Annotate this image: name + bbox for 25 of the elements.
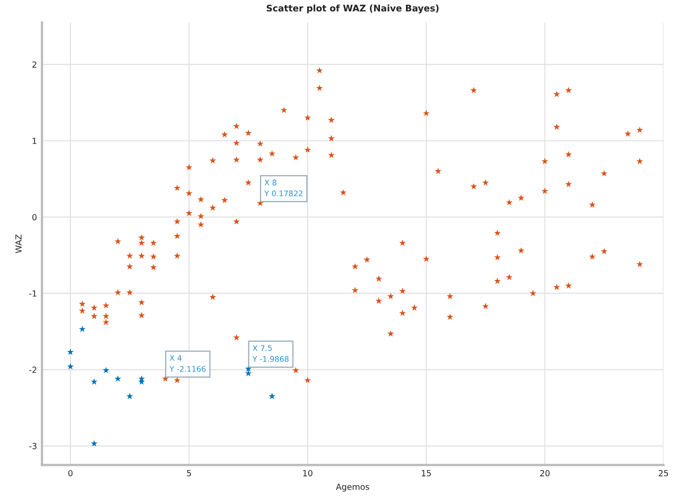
x-tick-label: 25 <box>658 470 668 476</box>
x-tick-label: 15 <box>422 470 431 476</box>
y-tick-label: 1 <box>32 138 36 144</box>
point <box>126 392 134 400</box>
point <box>244 370 252 376</box>
point <box>102 366 110 374</box>
point <box>78 326 86 332</box>
x-tick-label: 10 <box>303 470 312 476</box>
point <box>90 378 98 385</box>
x-tick-label: 5 <box>187 470 191 476</box>
x-tick-label: 0 <box>68 470 73 476</box>
y-tick-label: 2 <box>32 61 36 68</box>
point <box>67 348 74 355</box>
x-tick-label: 20 <box>540 470 550 476</box>
point <box>268 392 276 400</box>
chart-title: Scatter plot of WAZ (Naive Bayes) <box>266 4 439 14</box>
y-axis-title: WAZ <box>15 234 22 254</box>
x-axis-title: Agemos <box>336 484 370 492</box>
point <box>114 375 122 382</box>
y-tick-label: -1 <box>29 290 36 297</box>
point <box>67 363 74 370</box>
y-tick-label: -3 <box>29 442 36 450</box>
point <box>90 440 98 446</box>
y-tick-label: -2 <box>29 366 36 373</box>
y-tick-label: 0 <box>32 214 37 220</box>
